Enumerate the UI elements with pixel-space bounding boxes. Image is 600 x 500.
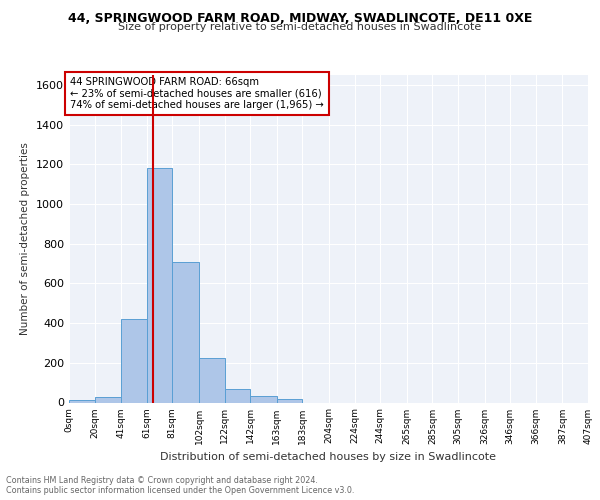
Text: Contains public sector information licensed under the Open Government Licence v3: Contains public sector information licen… <box>6 486 355 495</box>
Bar <box>277 398 302 402</box>
Text: Contains HM Land Registry data © Crown copyright and database right 2024.: Contains HM Land Registry data © Crown c… <box>6 476 318 485</box>
X-axis label: Distribution of semi-detached houses by size in Swadlincote: Distribution of semi-detached houses by … <box>161 452 497 462</box>
Bar <box>250 396 277 402</box>
Text: Size of property relative to semi-detached houses in Swadlincote: Size of property relative to semi-detach… <box>118 22 482 32</box>
Text: 44 SPRINGWOOD FARM ROAD: 66sqm
← 23% of semi-detached houses are smaller (616)
7: 44 SPRINGWOOD FARM ROAD: 66sqm ← 23% of … <box>70 76 324 110</box>
Bar <box>172 262 199 402</box>
Bar <box>95 396 121 402</box>
Bar <box>199 358 224 403</box>
Y-axis label: Number of semi-detached properties: Number of semi-detached properties <box>20 142 31 335</box>
Bar <box>147 168 172 402</box>
Bar <box>224 388 250 402</box>
Text: 44, SPRINGWOOD FARM ROAD, MIDWAY, SWADLINCOTE, DE11 0XE: 44, SPRINGWOOD FARM ROAD, MIDWAY, SWADLI… <box>68 12 532 26</box>
Bar <box>69 400 95 402</box>
Bar <box>121 319 147 402</box>
